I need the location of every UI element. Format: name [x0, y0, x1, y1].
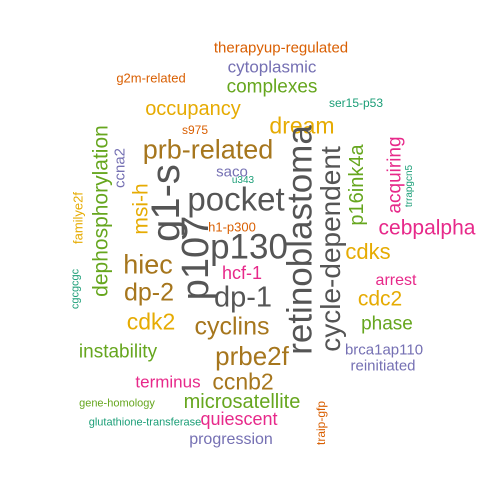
word: hiec — [123, 249, 173, 280]
word: gene-homology — [79, 397, 155, 410]
word: saco — [216, 163, 248, 181]
word: cycle-dependent — [315, 146, 346, 352]
word: dp-1 — [213, 281, 273, 314]
word: phase — [361, 313, 413, 335]
word: p16ink4a — [346, 144, 368, 226]
word: cyclins — [194, 312, 270, 341]
word: cytoplasmic — [227, 57, 317, 77]
word: therapyup-regulated — [213, 39, 349, 57]
word: h1-p300 — [208, 219, 256, 235]
word: hcf-1 — [221, 263, 263, 283]
word: brca1ap110 — [344, 341, 424, 359]
word: ccna2 — [111, 147, 129, 189]
word: cdc2 — [357, 287, 403, 311]
word: ser15-p53 — [328, 96, 384, 110]
word: occupancy — [145, 98, 241, 120]
word: p130 — [210, 227, 288, 267]
word: instability — [78, 341, 158, 363]
word: prb-related — [142, 134, 274, 165]
word: cdk2 — [126, 308, 176, 335]
word: g2m-related — [116, 70, 186, 86]
word: cdks — [345, 239, 391, 264]
word: s975 — [181, 123, 209, 137]
word: u343 — [231, 175, 255, 186]
word: dream — [269, 112, 335, 139]
word: ccnb2 — [212, 368, 274, 395]
word: arrest — [375, 272, 417, 289]
word: dp-2 — [123, 278, 175, 307]
word: msi-h — [129, 183, 153, 235]
word: trrapgcn5 — [404, 164, 415, 208]
word: terminus — [135, 372, 201, 392]
word: glutathione-transferase — [88, 416, 202, 429]
word: dephosphorylation — [89, 125, 113, 297]
word: complexes — [226, 76, 318, 98]
word: pocket — [187, 180, 285, 218]
word: progression — [189, 431, 273, 448]
word: traip-gfp — [314, 400, 328, 446]
word: familye2f — [70, 191, 86, 245]
word: microsatellite — [183, 391, 301, 413]
word: acquiring — [384, 136, 406, 214]
word: prbe2f — [215, 341, 289, 371]
word: reinitiated — [350, 357, 416, 375]
word: cebpalpha — [378, 216, 476, 240]
word: cgcgcgc — [69, 268, 82, 310]
word: quiescent — [200, 409, 278, 429]
